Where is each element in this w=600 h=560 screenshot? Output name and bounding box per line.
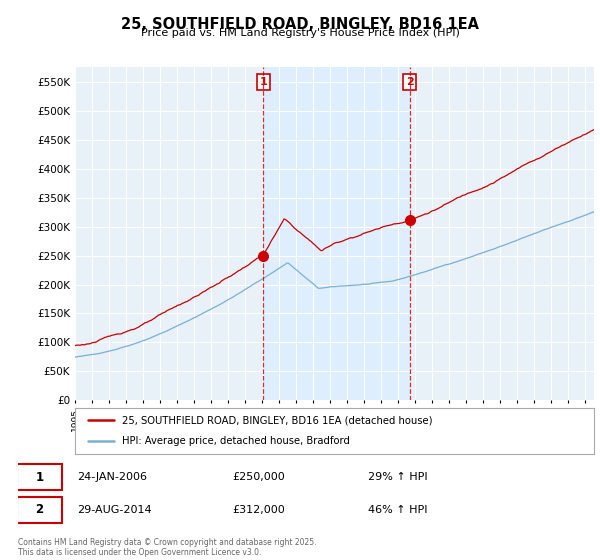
Text: 29-AUG-2014: 29-AUG-2014 <box>77 505 152 515</box>
Text: £250,000: £250,000 <box>232 472 285 482</box>
Text: 2: 2 <box>35 503 43 516</box>
Text: 1: 1 <box>259 77 267 87</box>
Text: Contains HM Land Registry data © Crown copyright and database right 2025.
This d: Contains HM Land Registry data © Crown c… <box>18 538 317 557</box>
Text: 25, SOUTHFIELD ROAD, BINGLEY, BD16 1EA: 25, SOUTHFIELD ROAD, BINGLEY, BD16 1EA <box>121 17 479 32</box>
FancyBboxPatch shape <box>17 497 62 523</box>
Text: 29% ↑ HPI: 29% ↑ HPI <box>368 472 427 482</box>
Text: 1: 1 <box>35 470 43 483</box>
Bar <box>263 67 410 400</box>
Text: HPI: Average price, detached house, Bradford: HPI: Average price, detached house, Brad… <box>122 436 350 446</box>
FancyBboxPatch shape <box>17 464 62 490</box>
Text: £312,000: £312,000 <box>232 505 285 515</box>
Text: Price paid vs. HM Land Registry's House Price Index (HPI): Price paid vs. HM Land Registry's House … <box>140 28 460 38</box>
Text: 2: 2 <box>406 77 413 87</box>
Text: 46% ↑ HPI: 46% ↑ HPI <box>368 505 427 515</box>
Text: 25, SOUTHFIELD ROAD, BINGLEY, BD16 1EA (detached house): 25, SOUTHFIELD ROAD, BINGLEY, BD16 1EA (… <box>122 415 432 425</box>
Text: 24-JAN-2006: 24-JAN-2006 <box>77 472 147 482</box>
